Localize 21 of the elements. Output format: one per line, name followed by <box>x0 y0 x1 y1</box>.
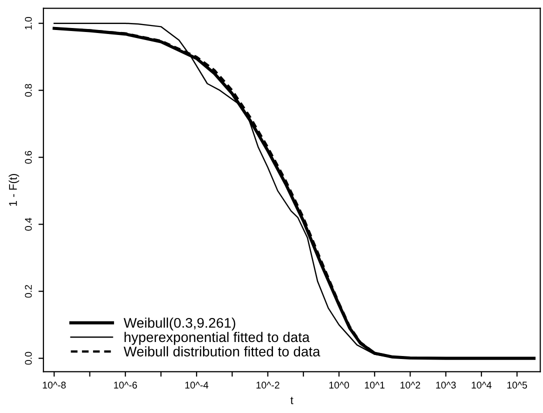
y-tick-label: 1.0 <box>24 16 32 30</box>
x-axis-title: t <box>290 396 294 404</box>
y-tick-label: 0.8 <box>24 84 32 97</box>
x-tick-label: 10^-2 <box>256 382 280 389</box>
y-tick-label: 0.0 <box>24 352 32 365</box>
y-tick-label: 0.2 <box>24 285 32 298</box>
legend-label: Weibull distribution fitted to data <box>124 346 320 356</box>
x-tick-label: 10^-6 <box>114 382 137 389</box>
x-tick-label: 10^4 <box>472 382 492 389</box>
y-axis-title: 1 - F(t) <box>8 174 20 206</box>
x-tick-label: 10^2 <box>400 382 420 389</box>
y-tick-label: 0.4 <box>24 218 32 231</box>
x-tick-label: 10^0 <box>329 382 350 389</box>
x-tick-label: 10^-8 <box>42 382 66 389</box>
x-tick-label: 10^5 <box>507 382 528 389</box>
x-tick-label: 10^1 <box>364 382 385 389</box>
x-tick-label: 10^-4 <box>185 382 208 389</box>
y-tick-label: 0.6 <box>24 150 32 164</box>
legend-label: Weibull(0.3,9.261) <box>124 318 236 331</box>
x-tick-label: 10^3 <box>436 382 456 389</box>
legend-label: hyperexponential fitted to data <box>124 332 310 345</box>
